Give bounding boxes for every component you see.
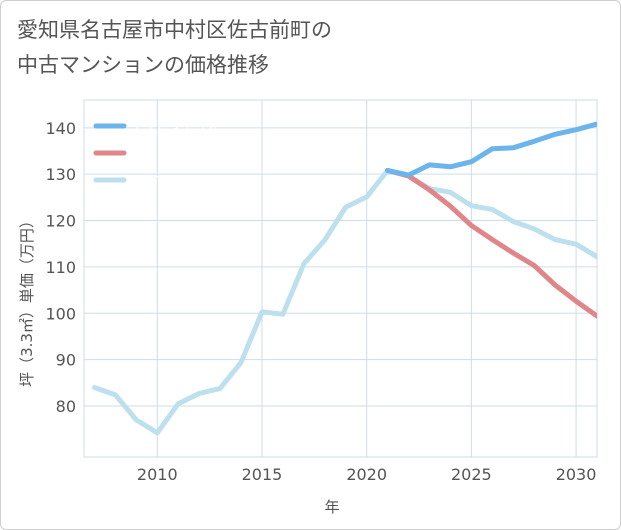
x-tick-label: 2010 [137, 465, 178, 484]
y-axis-label: 坪（3.3㎡）単価（万円） [18, 213, 36, 387]
x-tick-label: 2015 [242, 465, 283, 484]
chart-title: 愛知県名古屋市中村区佐古前町の 中古マンションの価格推移 [17, 13, 607, 83]
x-axis-label: 年 [324, 498, 339, 516]
x-tick-label: 2020 [346, 465, 387, 484]
y-axis-ticks: 80 90 100 110 120 130 140 [45, 119, 76, 416]
x-tick-label: 2030 [556, 465, 597, 484]
y-tick-label: 120 [45, 212, 76, 231]
chart-title-line-1: 愛知県名古屋市中村区佐古前町の [17, 18, 332, 42]
legend-label: バッドシナリオ [129, 147, 220, 162]
x-tick-label: 2025 [451, 465, 492, 484]
y-tick-label: 100 [45, 304, 76, 323]
x-axis-ticks: 2010 2015 2020 2025 2030 [137, 465, 596, 484]
y-tick-label: 110 [45, 258, 76, 277]
legend-label: ノーマルシナリオ [129, 174, 233, 189]
plot-frame [83, 99, 598, 458]
series-lines [92, 121, 597, 436]
y-tick-label: 90 [56, 351, 76, 370]
legend-label: グッドシナリオ [129, 120, 220, 135]
series-line-bad [385, 168, 597, 319]
chart-title-line-2: 中古マンションの価格推移 [17, 53, 269, 77]
y-tick-label: 130 [45, 165, 76, 184]
y-tick-label: 140 [45, 119, 76, 138]
series-line-normal [92, 168, 597, 436]
series-line-good [385, 121, 597, 178]
y-tick-label: 80 [56, 397, 76, 416]
